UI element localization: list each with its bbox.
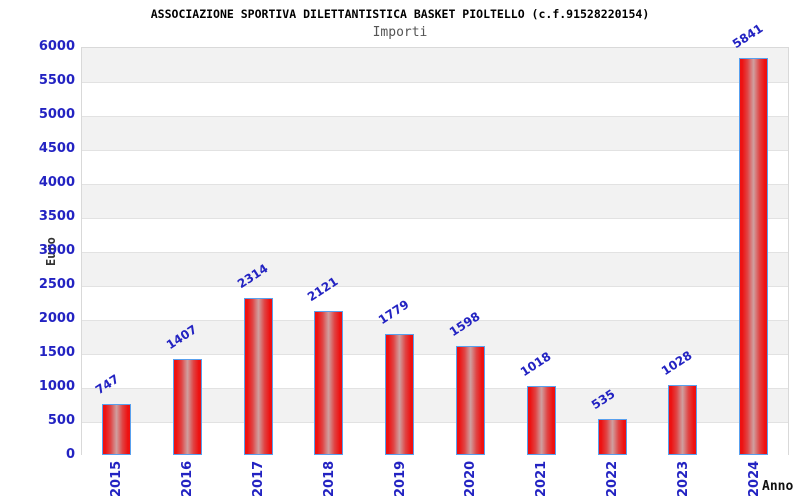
y-tick-label: 1500	[38, 345, 75, 360]
y-tick-label: 4500	[38, 141, 75, 156]
x-tick-label: 2023	[675, 460, 691, 497]
bar	[314, 310, 344, 455]
y-tick-label: 0	[65, 447, 75, 462]
y-tick-label: 2000	[38, 311, 75, 326]
bar	[455, 346, 485, 455]
y-tick-label: 2500	[38, 277, 75, 292]
x-tick-label: 2021	[534, 460, 550, 497]
plot-band	[82, 286, 788, 320]
y-tick-label: 1000	[38, 379, 75, 394]
plot-band	[82, 184, 788, 218]
bar	[172, 359, 202, 455]
plot-band	[82, 116, 788, 150]
bar	[385, 334, 415, 455]
chart-subtitle: Importi	[372, 25, 428, 40]
bar	[101, 404, 131, 455]
plot-band	[82, 150, 788, 184]
x-tick-label: 2016	[180, 460, 196, 497]
x-axis-title: Anno	[762, 479, 794, 494]
gridline	[82, 320, 788, 321]
gridline	[82, 388, 788, 389]
gridline	[82, 286, 788, 287]
gridline	[82, 422, 788, 423]
x-tick-label: 2022	[605, 460, 620, 497]
gridline	[82, 184, 788, 185]
gridline	[82, 116, 788, 117]
x-tick-label: 2020	[463, 460, 479, 497]
plot-band	[82, 320, 788, 354]
plot-band	[82, 218, 788, 252]
plot-band	[82, 82, 788, 116]
y-tick-label: 4000	[38, 175, 75, 190]
x-tick-label: 2017	[251, 460, 266, 497]
bar	[243, 297, 273, 455]
y-tick-label: 3500	[38, 209, 75, 224]
gridline	[82, 354, 788, 355]
plot-band	[82, 48, 788, 82]
x-tick-label: 2019	[392, 460, 408, 497]
gridline	[82, 82, 788, 83]
gridline	[82, 150, 788, 151]
y-tick-label: 6000	[38, 39, 75, 54]
chart-title: ASSOCIAZIONE SPORTIVA DILETTANTISTICA BA…	[150, 7, 650, 21]
bar	[668, 385, 698, 455]
y-tick-label: 5500	[38, 73, 75, 88]
x-tick-label: 2015	[109, 460, 125, 497]
y-tick-label: 500	[47, 413, 75, 428]
gridline	[82, 218, 788, 219]
gridline	[82, 252, 788, 253]
y-tick-label: 5000	[38, 107, 75, 122]
x-tick-label: 2024	[746, 460, 762, 497]
plot-band	[82, 252, 788, 286]
bar	[526, 385, 556, 455]
bar	[597, 418, 627, 455]
y-tick-label: 3000	[38, 243, 75, 258]
x-tick-label: 2018	[321, 460, 337, 497]
bar	[739, 57, 769, 455]
